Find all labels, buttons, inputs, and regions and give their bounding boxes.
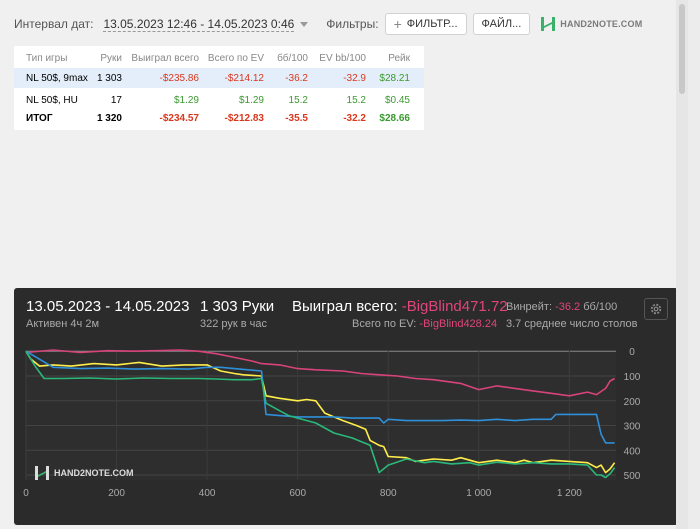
- total-ev-label: Всего по EV:: [352, 318, 417, 330]
- graph-date-range: 13.05.2023 - 14.05.2023: [26, 298, 190, 315]
- y-tick-label: 100: [624, 372, 641, 383]
- column-header[interactable]: Рейк: [388, 52, 410, 64]
- graph-settings-button[interactable]: [644, 298, 668, 320]
- table-total-row: ИТОГ 1 320 -$234.57 -$212.83 -35.5 -32.2…: [14, 108, 424, 128]
- date-range-picker[interactable]: 13.05.2023 12:46 - 14.05.2023 0:46: [103, 16, 295, 32]
- total-ev: Всего по EV: -BigBlind428.24: [352, 318, 497, 330]
- x-tick-label: 800: [380, 488, 397, 499]
- total-won-label: Выиграл всего:: [292, 298, 398, 315]
- total-ev-value: -BigBlind428.24: [419, 318, 498, 330]
- date-range-label: Интервал дат:: [14, 17, 94, 31]
- series-line-3: [25, 350, 615, 444]
- x-tick-label: 1 000: [466, 488, 491, 499]
- winrate-unit: бб/100: [583, 301, 618, 313]
- x-tick-label: 600: [289, 488, 306, 499]
- ev-cell: -$214.12: [224, 72, 264, 84]
- gear-icon: [650, 303, 662, 315]
- table-row[interactable]: NL 50$, 9max 1 303 -$235.86 -$214.12 -36…: [14, 68, 424, 88]
- logo-text: HAND2NOTE.COM: [560, 19, 643, 29]
- x-tick-label: 200: [108, 488, 125, 499]
- file-button[interactable]: ФАЙЛ...: [472, 13, 531, 35]
- y-tick-label: 400: [624, 446, 641, 457]
- winrate-value: -36.2: [555, 301, 581, 313]
- column-header[interactable]: Выиграл всего: [131, 52, 199, 64]
- rake-cell: $28.66: [379, 112, 410, 124]
- plus-icon: +: [393, 16, 402, 32]
- column-header[interactable]: Руки: [100, 52, 122, 64]
- hands-cell: 17: [110, 94, 122, 106]
- x-tick-label: 0: [23, 488, 29, 499]
- x-tick-label: 400: [199, 488, 216, 499]
- column-header[interactable]: EV bb/100: [319, 52, 366, 64]
- total-won: Выиграл всего: -BigBlind471.72: [292, 298, 508, 315]
- total-label: ИТОГ: [26, 112, 53, 124]
- won-cell: -$234.57: [159, 112, 199, 124]
- column-header[interactable]: Всего по EV: [207, 52, 264, 64]
- chevron-down-icon[interactable]: [300, 21, 309, 27]
- total-won-value: -BigBlind471.72: [401, 298, 508, 315]
- toolbar: Интервал дат: 13.05.2023 12:46 - 14.05.2…: [14, 12, 642, 36]
- filters-label: Фильтры:: [326, 17, 379, 31]
- scrollbar[interactable]: [676, 0, 688, 529]
- ev-bb100-cell: -32.2: [343, 112, 366, 124]
- table-header-row: Тип игры Руки Выиграл всего Всего по EV …: [14, 48, 424, 68]
- series-line-2: [25, 350, 616, 474]
- won-cell: $1.29: [173, 94, 199, 106]
- column-header[interactable]: бб/100: [277, 52, 308, 64]
- won-cell: -$235.86: [159, 72, 199, 84]
- hands-per-hour: 322 рук в час: [200, 318, 268, 330]
- hand2note-logo-icon: [541, 17, 556, 31]
- column-header[interactable]: Тип игры: [26, 52, 68, 64]
- stats-table: Тип игры Руки Выиграл всего Всего по EV …: [14, 46, 424, 130]
- ev-cell: -$212.83: [224, 112, 264, 124]
- file-button-label: ФАЙЛ...: [481, 18, 522, 30]
- graph-card: 13.05.2023 - 14.05.2023 Активен 4ч 2м 1 …: [14, 288, 678, 525]
- plot-area: [26, 350, 616, 480]
- series-line-1: [25, 349, 615, 397]
- graph-watermark: HAND2NOTE.COM: [34, 465, 134, 481]
- hand2note-watermark-icon: [35, 466, 49, 480]
- ev-bb100-cell: 15.2: [346, 94, 366, 106]
- y-tick-label: 500: [624, 471, 641, 482]
- y-tick-label: 0: [629, 347, 635, 358]
- filter-button-label: ФИЛЬТР...: [406, 18, 458, 30]
- ev-cell: $1.29: [238, 94, 264, 106]
- rake-cell: $28.21: [379, 72, 410, 84]
- hands-cell: 1 303: [96, 72, 122, 84]
- rake-cell: $0.45: [384, 94, 410, 106]
- x-tick-label: 1 200: [557, 488, 582, 499]
- hands-count: 1 303 Руки: [200, 298, 275, 315]
- winrate: Винрейт: -36.2 бб/100: [506, 301, 617, 313]
- series-line-4: [25, 350, 616, 479]
- watermark-text: HAND2NOTE.COM: [54, 468, 134, 478]
- scrollbar-thumb[interactable]: [679, 4, 685, 94]
- avg-tables: 3.7 среднее число столов: [506, 318, 638, 330]
- hands-cell: 1 320: [96, 112, 122, 124]
- active-time: Активен 4ч 2м: [26, 318, 100, 330]
- game-type-cell: NL 50$, 9max: [26, 72, 88, 84]
- winrate-label: Винрейт:: [506, 301, 553, 313]
- table-row[interactable]: NL 50$, HU 17 $1.29 $1.29 15.2 15.2 $0.4…: [14, 90, 424, 110]
- y-tick-label: 200: [624, 397, 641, 408]
- profit-graph[interactable]: 0 100 200 300 400 500 0 200 400 600 800 1 000 1 200: [14, 346, 678, 525]
- bb100-cell: -35.5: [285, 112, 308, 124]
- bb100-cell: 15.2: [288, 94, 308, 106]
- bb100-cell: -36.2: [285, 72, 308, 84]
- filter-button[interactable]: + ФИЛЬТР...: [384, 13, 467, 35]
- ev-bb100-cell: -32.9: [343, 72, 366, 84]
- hand2note-logo: HAND2NOTE.COM: [540, 16, 642, 32]
- game-type-cell: NL 50$, HU: [26, 94, 78, 106]
- y-tick-label: 300: [624, 422, 641, 433]
